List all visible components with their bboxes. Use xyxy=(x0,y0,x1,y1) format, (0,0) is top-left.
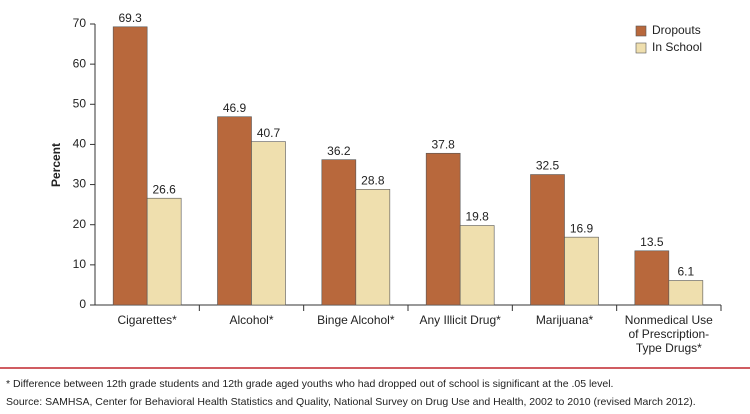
value-label: 69.3 xyxy=(118,11,142,25)
value-label: 37.8 xyxy=(431,137,455,151)
footnote: Source: SAMHSA, Center for Behavioral He… xyxy=(6,396,696,408)
bar xyxy=(355,189,391,306)
y-tick-label: 10 xyxy=(73,257,87,271)
bar xyxy=(530,174,565,306)
value-label: 26.6 xyxy=(152,182,176,196)
value-label: 19.8 xyxy=(465,210,489,224)
y-tick-label: 40 xyxy=(73,137,87,151)
y-axis-label: Percent xyxy=(49,143,63,187)
bar xyxy=(146,197,182,306)
x-tick-label: Binge Alcohol* xyxy=(317,313,395,327)
y-tick-label: 70 xyxy=(73,16,87,30)
legend-swatch xyxy=(635,42,647,54)
value-label: 36.2 xyxy=(327,144,351,158)
bar xyxy=(459,225,495,306)
x-tick-label: Any Illicit Drug* xyxy=(419,313,501,327)
legend-label: In School xyxy=(652,40,702,54)
value-label: 13.5 xyxy=(640,235,664,249)
x-tick-label: Nonmedical Use of Prescription-Type Drug… xyxy=(624,313,713,355)
bar xyxy=(564,236,599,306)
value-label: 40.7 xyxy=(257,126,281,140)
bar xyxy=(217,116,252,306)
footnote: * Difference between 12th grade students… xyxy=(6,378,614,390)
y-tick-label: 60 xyxy=(73,56,87,70)
value-label: 6.1 xyxy=(677,265,694,279)
value-label: 16.9 xyxy=(570,221,594,235)
y-tick-label: 30 xyxy=(73,177,87,191)
y-tick-label: 20 xyxy=(73,217,87,231)
legend-swatch xyxy=(635,25,647,37)
x-tick-label: Marijuana* xyxy=(535,313,594,327)
x-tick-label: Alcohol* xyxy=(229,313,274,327)
bar xyxy=(321,159,357,306)
bar xyxy=(425,152,461,306)
value-label: 46.9 xyxy=(223,101,247,115)
y-tick-label: 50 xyxy=(73,96,87,110)
value-label: 32.5 xyxy=(536,159,560,173)
legend-label: Dropouts xyxy=(652,23,701,37)
bar xyxy=(251,141,286,306)
x-tick-label: Cigarettes* xyxy=(117,313,177,327)
value-label: 28.8 xyxy=(361,174,385,188)
bar xyxy=(112,26,148,306)
bar xyxy=(668,280,704,306)
bar xyxy=(634,250,670,306)
y-tick-label: 0 xyxy=(79,297,86,311)
